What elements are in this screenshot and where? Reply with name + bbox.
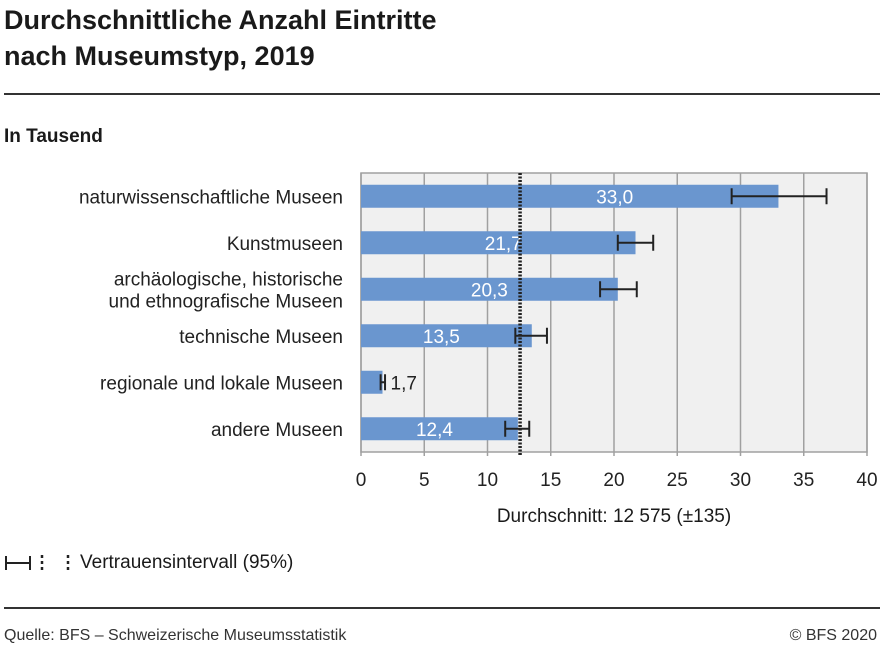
legend-ci-icon bbox=[5, 555, 70, 571]
bar bbox=[361, 417, 518, 441]
title-line-1: Durchschnittliche Anzahl Eintritte bbox=[4, 5, 437, 35]
source-note: Quelle: BFS – Schweizerische Museumsstat… bbox=[4, 627, 347, 644]
x-tick-label: 15 bbox=[540, 470, 561, 491]
data-label: 1,7 bbox=[391, 373, 417, 394]
x-tick-label: 30 bbox=[730, 470, 751, 491]
title-line-2: nach Museumstyp, 2019 bbox=[4, 41, 315, 71]
category-label: andere Museen bbox=[211, 420, 343, 441]
category-label: technische Museen bbox=[179, 327, 343, 348]
x-tick-label: 10 bbox=[477, 470, 498, 491]
bar bbox=[361, 231, 636, 255]
x-tick-label: 25 bbox=[667, 470, 688, 491]
bottom-divider bbox=[4, 607, 880, 609]
legend-label: Vertrauensintervall (95%) bbox=[80, 552, 294, 573]
chart-title: Durchschnittliche Anzahl Eintritte nach … bbox=[4, 2, 864, 74]
copyright: © BFS 2020 bbox=[789, 627, 877, 644]
chart-subtitle: In Tausend bbox=[4, 126, 103, 147]
data-label: 12,4 bbox=[416, 420, 453, 441]
data-label: 13,5 bbox=[423, 327, 460, 348]
bar bbox=[361, 324, 532, 348]
category-label: Kunstmuseen bbox=[227, 234, 343, 255]
data-label: 33,0 bbox=[596, 187, 633, 208]
x-tick-label: 0 bbox=[356, 470, 367, 491]
category-label: und ethnografische Museen bbox=[109, 291, 344, 312]
legend: Vertrauensintervall (95%) bbox=[4, 552, 293, 574]
top-divider bbox=[4, 93, 880, 95]
category-label: archäologische, historische bbox=[114, 269, 343, 290]
category-label: regionale und lokale Museen bbox=[100, 373, 343, 394]
x-tick-label: 5 bbox=[419, 470, 430, 491]
data-label: 21,7 bbox=[485, 234, 522, 255]
data-label: 20,3 bbox=[471, 280, 508, 301]
bar bbox=[361, 277, 618, 301]
x-tick-label: 40 bbox=[856, 470, 877, 491]
bar-chart: 0 5 10 15 20 25 30 35 40 naturwissenschaftliche M… bbox=[79, 172, 878, 491]
bar bbox=[361, 370, 383, 394]
x-tick-label: 20 bbox=[603, 470, 624, 491]
bar bbox=[361, 184, 779, 208]
average-label: Durchschnitt: 12 575 (±135) bbox=[496, 506, 732, 527]
x-tick-label: 35 bbox=[793, 470, 814, 491]
category-label: naturwissenschaftliche Museen bbox=[79, 187, 343, 208]
